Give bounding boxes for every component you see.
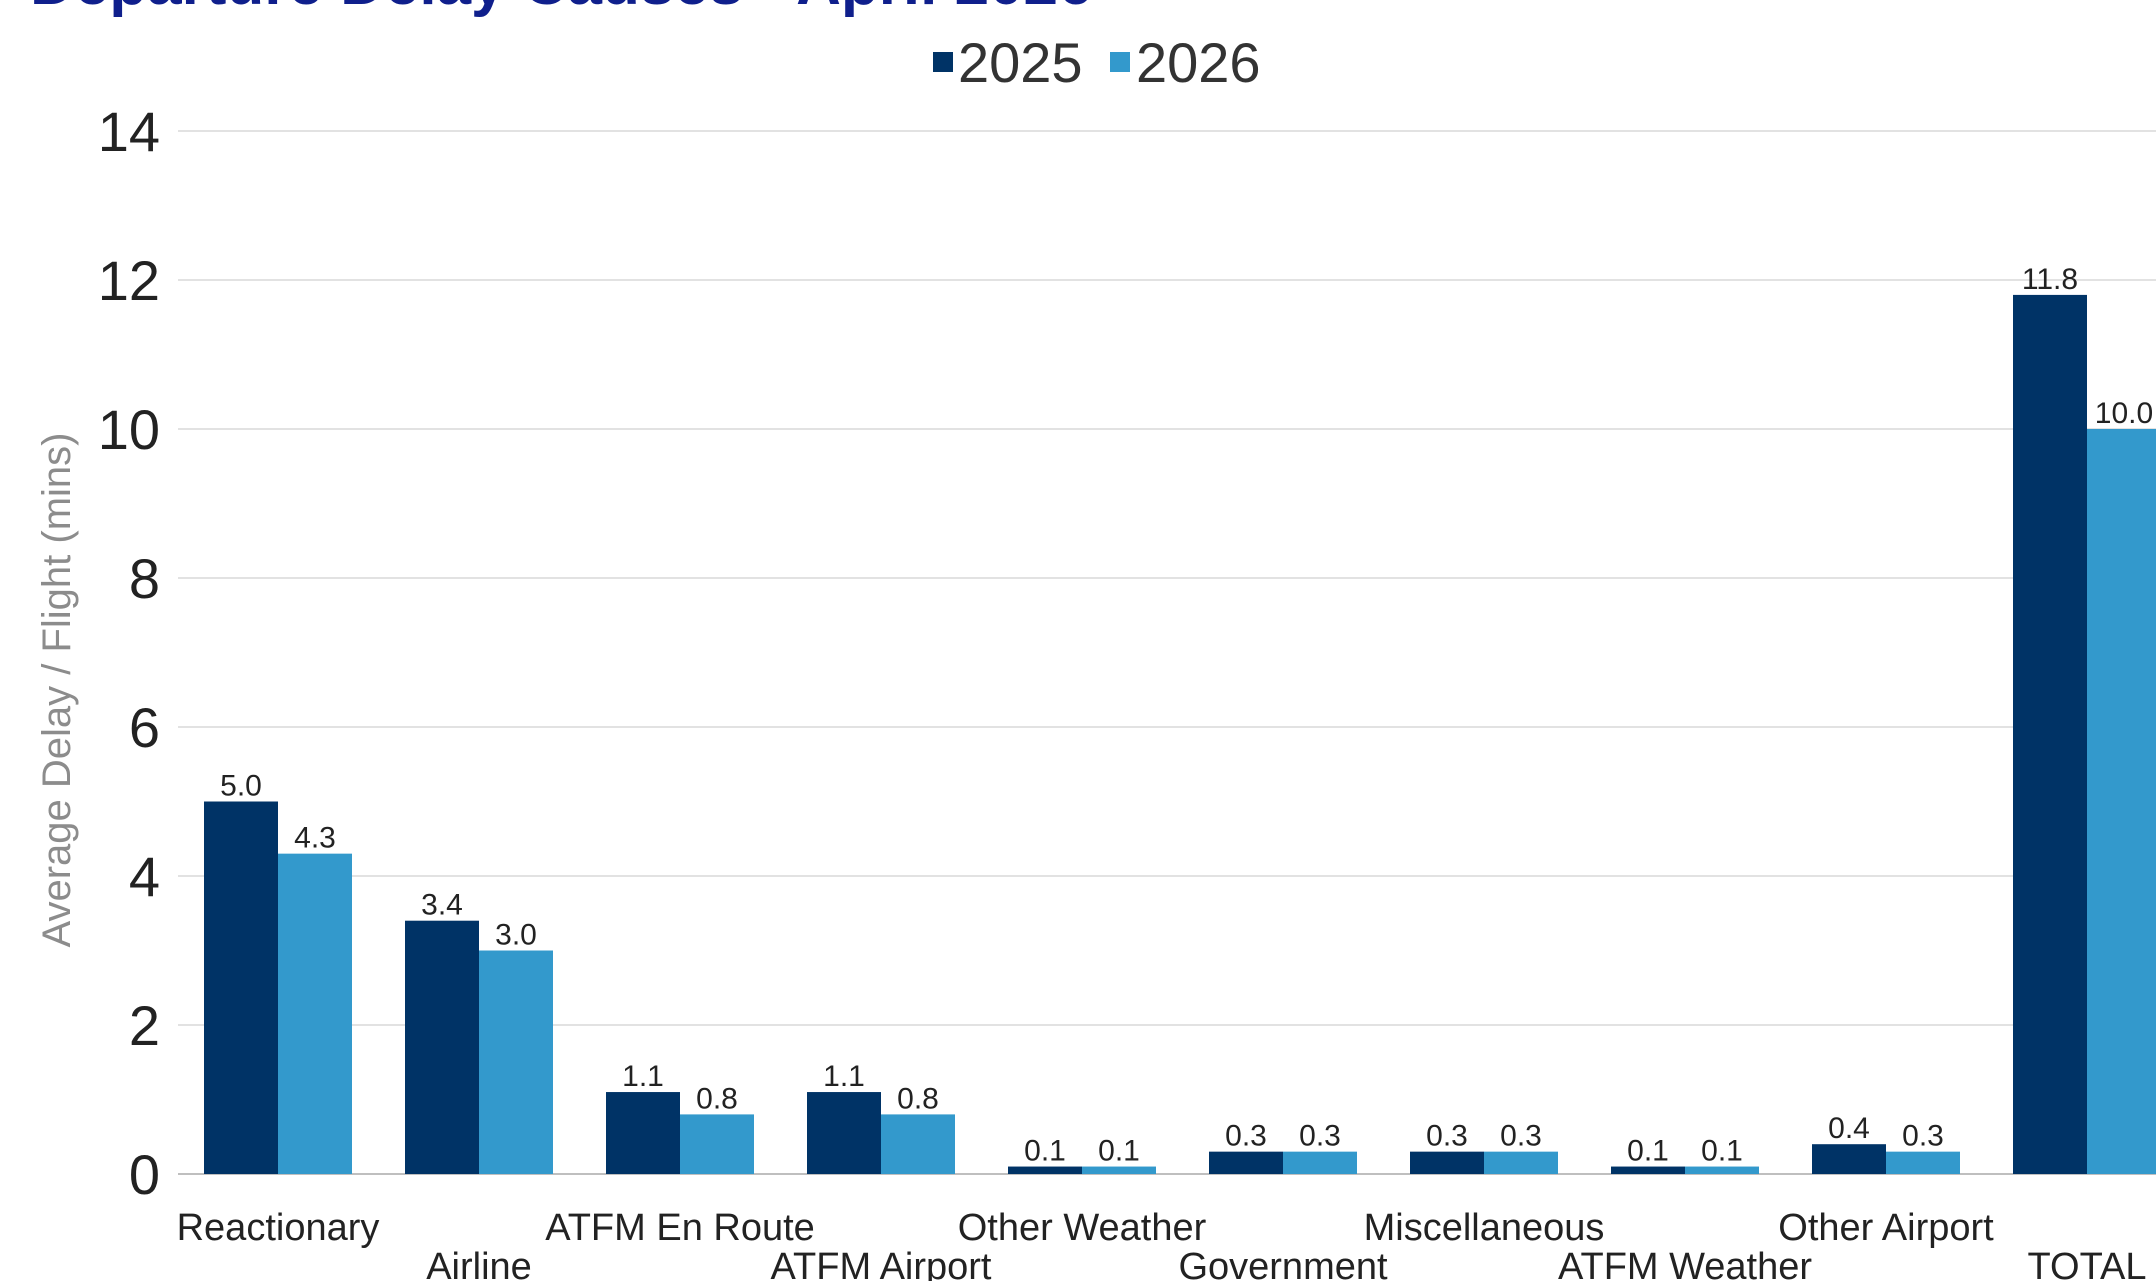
data-label: 5.0 [220,770,262,803]
bar-2026 [881,1114,955,1174]
bar-2026 [1283,1152,1357,1174]
legend-label: 2026 [1136,31,1261,94]
data-label: 0.1 [1024,1135,1066,1168]
x-tick-label: Other Airport [1778,1207,1994,1249]
data-label: 0.3 [1902,1120,1944,1153]
data-label: 3.4 [421,889,463,922]
y-tick-label: 6 [129,696,160,759]
data-label: 0.3 [1500,1120,1542,1153]
y-tick-label: 0 [129,1143,160,1206]
bar-2025 [204,802,278,1175]
x-tick-label: ATFM En Route [545,1207,815,1249]
data-label: 0.8 [897,1082,939,1115]
data-label: 0.3 [1299,1120,1341,1153]
data-label: 0.1 [1701,1135,1743,1168]
bar-2026 [1484,1152,1558,1174]
data-label: 0.3 [1426,1120,1468,1153]
y-tick-label: 12 [98,249,160,312]
data-label: 0.3 [1225,1120,1267,1153]
bar-2025 [807,1092,881,1174]
data-label: 11.8 [2022,263,2078,296]
y-tick-label: 8 [129,547,160,610]
bar-2025 [1008,1167,1082,1174]
data-label: 0.1 [1098,1135,1140,1168]
data-label: 3.0 [495,919,537,952]
bar-2026 [2087,429,2156,1174]
bars [204,295,2156,1174]
bar-2025 [1410,1152,1484,1174]
data-label: 0.8 [696,1082,738,1115]
data-label: 4.3 [294,822,336,855]
bar-2025 [606,1092,680,1174]
bar-2026 [1886,1152,1960,1174]
x-tick-label: Reactionary [177,1207,380,1249]
x-tick-label: Airline [426,1246,532,1281]
data-label: 10.0 [2095,397,2153,430]
data-label: 0.4 [1828,1112,1870,1145]
bar-2025 [1812,1144,1886,1174]
bar-2026 [479,951,553,1175]
legend-swatch-2025 [933,52,953,72]
x-tick-label: Other Weather [958,1207,1207,1249]
chart-title: Departure Delay Causes - April 2026 [30,0,1093,18]
bar-2026 [680,1114,754,1174]
y-tick-label: 10 [98,398,160,461]
x-tick-label: Government [1178,1246,1388,1281]
bar-2026 [278,854,352,1174]
data-label: 1.1 [823,1060,865,1093]
y-tick-label: 2 [129,994,160,1057]
bar-2026 [1082,1167,1156,1174]
legend: 2025 2026 [933,31,1261,94]
legend-swatch-2026 [1110,52,1130,72]
bar-2026 [1685,1167,1759,1174]
data-label: 0.1 [1627,1135,1669,1168]
bar-2025 [405,921,479,1174]
x-tick-label: TOTAL [2028,1246,2147,1281]
x-tick-label: ATFM Weather [1558,1246,1812,1281]
y-tick-label: 14 [98,100,160,163]
y-axis-label: Average Delay / Flight (mins) [35,433,79,948]
x-tick-label: ATFM Airport [771,1246,992,1281]
bar-2025 [2013,295,2087,1174]
legend-label: 2025 [958,31,1083,94]
y-tick-label: 4 [129,845,160,908]
x-tick-label: Miscellaneous [1364,1207,1605,1249]
data-label: 1.1 [622,1060,664,1093]
bar-2025 [1209,1152,1283,1174]
bar-2025 [1611,1167,1685,1174]
